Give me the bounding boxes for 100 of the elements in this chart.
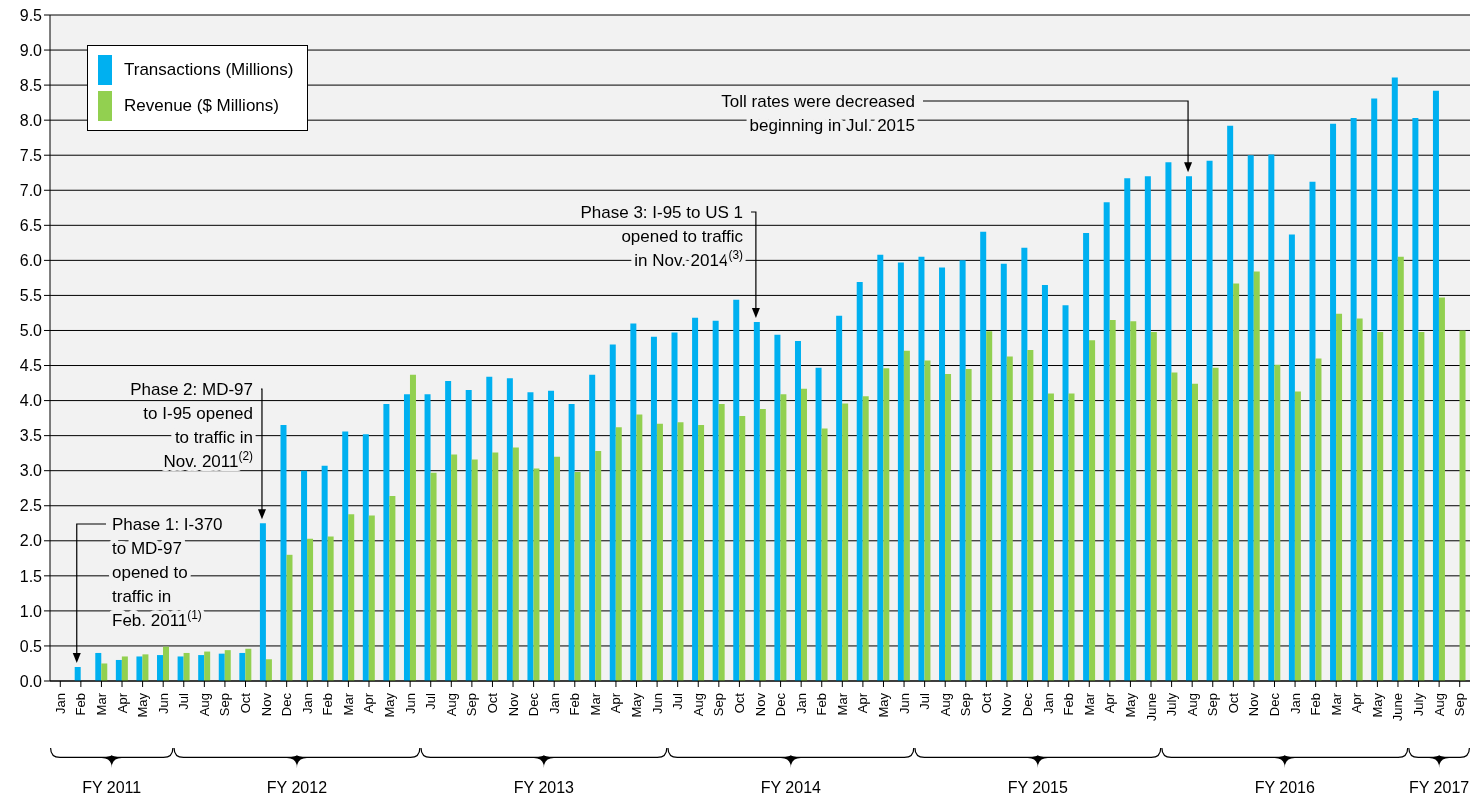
bar [1150, 331, 1157, 681]
bar [568, 404, 575, 681]
bar [1350, 118, 1357, 681]
bar [1274, 364, 1281, 681]
bar [1206, 160, 1213, 681]
x-tick-label: Apr [608, 692, 624, 714]
bar [677, 422, 684, 681]
bar [589, 374, 596, 681]
y-tick-label: 6.0 [19, 252, 43, 270]
bar [198, 655, 205, 681]
x-tick-label: July [1411, 692, 1427, 717]
x-tick-label: Jul [176, 692, 192, 710]
x-tick-label: Oct [731, 692, 747, 714]
bar [101, 663, 108, 681]
x-tick-label: Aug [690, 693, 706, 717]
bar [780, 394, 787, 681]
bar [1109, 319, 1116, 681]
x-tick-label: Mar [587, 692, 603, 716]
x-tick-label: May [875, 692, 891, 718]
x-tick-label: Oct [238, 692, 254, 714]
bar [224, 650, 231, 681]
bar [368, 515, 375, 681]
bar [842, 403, 849, 681]
x-tick-label: Jun [402, 693, 418, 714]
bar [671, 332, 678, 681]
x-tick-label: Jul [670, 692, 686, 710]
x-tick-label: May [629, 692, 645, 718]
bar [609, 344, 616, 681]
bar [445, 380, 452, 681]
bar [718, 404, 725, 681]
bar [430, 472, 437, 681]
text: FY 2016 [1254, 779, 1315, 796]
bar [1144, 176, 1151, 681]
bar [1047, 393, 1054, 681]
bar [836, 315, 843, 681]
bar [1459, 330, 1466, 681]
y-tick-label: 8.5 [19, 76, 43, 94]
x-tick-label: Aug [937, 693, 953, 717]
bar [1315, 358, 1322, 681]
bar [1438, 297, 1445, 681]
bar [759, 408, 766, 681]
bar [1068, 393, 1075, 681]
bar [800, 388, 807, 681]
bar [1083, 233, 1090, 681]
bar [1027, 350, 1034, 681]
bar [1432, 90, 1439, 681]
bar [574, 472, 581, 681]
bar [512, 447, 519, 681]
y-tick-label: 0.0 [19, 672, 43, 690]
bar [965, 369, 972, 681]
bar [1336, 313, 1343, 681]
x-tick-label: Aug [196, 693, 212, 717]
bar [265, 659, 272, 681]
x-tick-label: Jan [52, 693, 68, 714]
x-tick-label: Apr [361, 692, 377, 714]
bar [856, 282, 863, 681]
bar [650, 336, 657, 681]
bar [1418, 331, 1425, 681]
x-tick-label: Apr [1102, 692, 1118, 714]
bar [527, 392, 534, 681]
bar [939, 267, 946, 681]
bar [1000, 263, 1007, 681]
x-tick-label: Mar [834, 692, 850, 716]
bar [1253, 271, 1260, 681]
x-tick-label: Sep [711, 693, 727, 717]
bar [301, 470, 308, 681]
bar [698, 425, 705, 681]
x-tick-label: Sep [1452, 693, 1468, 717]
bar [554, 456, 561, 681]
bar [1330, 123, 1337, 681]
legend-label: Revenue ($ Millions) [124, 96, 279, 116]
x-tick-label: Jan [1287, 693, 1303, 714]
bar [239, 652, 246, 681]
y-tick-label: 2.5 [19, 497, 43, 515]
x-tick-label: July [1164, 692, 1180, 717]
x-tick-label: May [1122, 692, 1138, 718]
bar [1089, 340, 1096, 681]
x-tick-label: Nov [258, 692, 274, 717]
x-tick-label: Jul [917, 692, 933, 710]
bar [163, 646, 170, 681]
bar [959, 260, 966, 681]
bar [506, 378, 513, 681]
x-tick-label: Dec [526, 692, 542, 717]
bar [753, 322, 760, 681]
bar [1006, 356, 1013, 681]
x-tick-label: June [1143, 693, 1159, 722]
bar [95, 652, 102, 681]
legend-label: Transactions (Millions) [124, 60, 294, 80]
y-tick-label: 1.0 [19, 602, 43, 620]
y-tick-label: 7.5 [19, 146, 43, 164]
bar [533, 468, 540, 681]
bar [183, 652, 190, 681]
x-tick-label: Oct [1225, 692, 1241, 714]
x-tick-label: Jul [423, 692, 439, 710]
x-tick-label: Oct [484, 692, 500, 714]
bar [815, 367, 822, 681]
bar [1212, 367, 1219, 681]
text: FY 2012 [266, 779, 328, 796]
x-tick-label: May [135, 692, 151, 718]
y-tick-label: 1.5 [19, 567, 43, 585]
